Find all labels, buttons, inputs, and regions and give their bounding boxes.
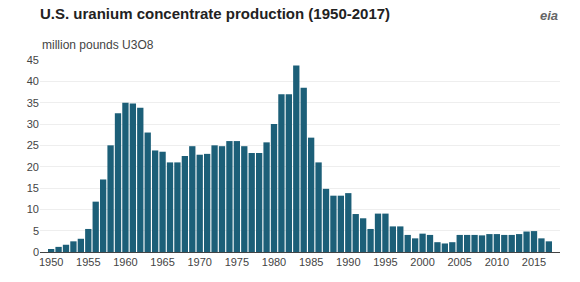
svg-text:1980: 1980 <box>262 256 286 268</box>
svg-text:35: 35 <box>27 97 39 109</box>
svg-text:1965: 1965 <box>150 256 174 268</box>
svg-text:10: 10 <box>27 203 39 215</box>
svg-text:1990: 1990 <box>336 256 360 268</box>
svg-text:5: 5 <box>33 225 39 237</box>
svg-text:1955: 1955 <box>76 256 100 268</box>
svg-text:1950: 1950 <box>39 256 63 268</box>
svg-text:40: 40 <box>27 75 39 87</box>
svg-text:2010: 2010 <box>485 256 509 268</box>
svg-text:1975: 1975 <box>225 256 249 268</box>
svg-text:2015: 2015 <box>522 256 546 268</box>
svg-text:2000: 2000 <box>410 256 434 268</box>
svg-text:eia: eia <box>540 8 558 23</box>
svg-text:2005: 2005 <box>447 256 471 268</box>
svg-text:1995: 1995 <box>373 256 397 268</box>
svg-text:45: 45 <box>27 54 39 66</box>
svg-text:0: 0 <box>33 246 39 258</box>
svg-text:1960: 1960 <box>113 256 137 268</box>
svg-text:1985: 1985 <box>299 256 323 268</box>
svg-text:30: 30 <box>27 118 39 130</box>
svg-text:20: 20 <box>27 161 39 173</box>
svg-text:25: 25 <box>27 139 39 151</box>
svg-text:million pounds U3O8: million pounds U3O8 <box>42 38 154 52</box>
svg-text:U.S. uranium concentrate produ: U.S. uranium concentrate production (195… <box>40 5 390 22</box>
svg-text:1970: 1970 <box>187 256 211 268</box>
svg-text:15: 15 <box>27 182 39 194</box>
